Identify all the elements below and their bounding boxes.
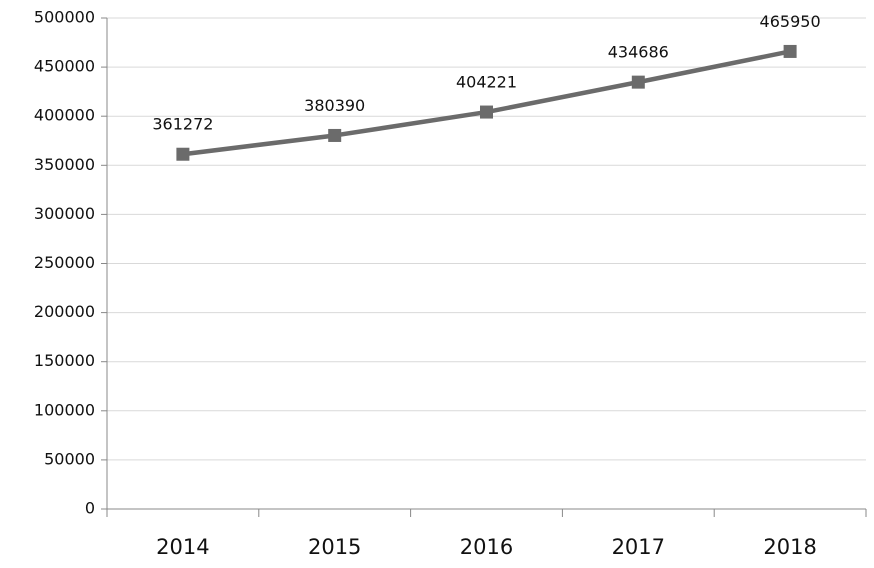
y-tick-label: 500000 <box>34 8 95 27</box>
x-tick-label: 2018 <box>763 535 816 559</box>
y-tick-label: 450000 <box>34 57 95 76</box>
y-tick-label: 250000 <box>34 253 95 272</box>
data-label: 361272 <box>152 115 213 134</box>
x-tick-label: 2016 <box>460 535 513 559</box>
x-tick-label: 2017 <box>612 535 665 559</box>
y-tick-label: 300000 <box>34 204 95 223</box>
data-label: 465950 <box>760 12 821 31</box>
y-tick-label: 200000 <box>34 302 95 321</box>
y-tick-label: 0 <box>85 499 95 518</box>
y-tick-label: 400000 <box>34 106 95 125</box>
marker <box>783 44 797 58</box>
y-tick-label: 100000 <box>34 400 95 419</box>
marker <box>480 105 493 119</box>
marker <box>176 147 190 161</box>
x-tick-label: 2014 <box>156 535 209 559</box>
data-label: 434686 <box>608 43 669 62</box>
marker <box>631 75 645 89</box>
marker <box>328 128 342 142</box>
y-tick-label: 50000 <box>44 449 95 468</box>
data-label: 404221 <box>456 73 517 92</box>
y-tick-label: 350000 <box>34 155 95 174</box>
y-tick-label: 150000 <box>34 351 95 370</box>
x-tick-label: 2015 <box>308 535 361 559</box>
data-label: 380390 <box>304 96 365 115</box>
